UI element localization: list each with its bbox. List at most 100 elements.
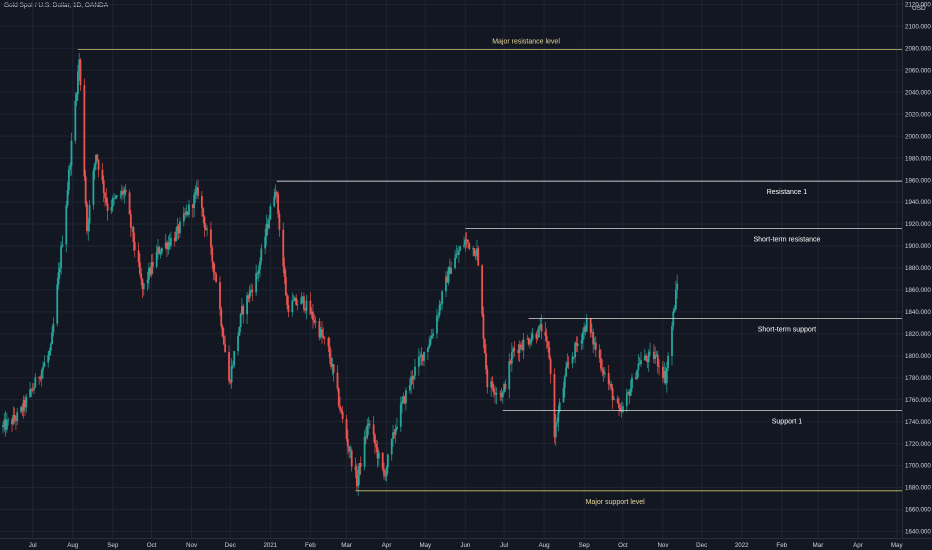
time-tick-label: Dec	[225, 542, 236, 549]
candle-body	[133, 242, 136, 251]
candle-body	[233, 351, 236, 366]
candle-body	[665, 368, 668, 384]
candle	[215, 272, 217, 283]
candle	[140, 267, 143, 286]
candle-body	[179, 221, 181, 234]
level-label: Major support level	[586, 499, 646, 506]
candle	[283, 257, 286, 285]
candle-body	[215, 273, 217, 283]
candle	[202, 207, 205, 224]
time-axis[interactable]: Jul Aug Sep Oct Nov Dec 2021 Feb Mar Apr May Jun Jul…	[29, 542, 904, 549]
candle-body	[86, 203, 88, 232]
candle-body	[24, 399, 26, 408]
candle	[286, 292, 289, 310]
candle-body	[176, 225, 179, 232]
candle-body	[482, 314, 485, 339]
time-tick-label: Sep	[107, 542, 119, 549]
candle-body	[60, 246, 63, 268]
candle	[149, 266, 152, 277]
candle-body	[601, 368, 604, 371]
candle	[282, 222, 285, 273]
candle	[102, 175, 105, 203]
candle	[151, 253, 154, 275]
candle	[168, 234, 171, 251]
candle-body	[583, 326, 586, 333]
candle	[441, 289, 444, 311]
candle	[629, 379, 632, 397]
candle	[248, 285, 251, 303]
candle-body	[337, 388, 340, 406]
candle	[137, 242, 140, 267]
candle-body	[264, 236, 267, 249]
candle-body	[410, 376, 413, 385]
candle-body	[634, 377, 637, 379]
candle	[30, 388, 33, 397]
candle	[65, 200, 68, 253]
price-tick-label: 1920.000	[905, 221, 931, 228]
candle-body	[348, 446, 351, 452]
candle	[420, 347, 423, 366]
price-tick-label: 1840.000	[905, 309, 931, 316]
candle-body	[622, 406, 624, 412]
candle-body	[123, 189, 126, 195]
candle-body	[385, 467, 388, 477]
candle	[204, 223, 207, 231]
candle	[221, 324, 224, 338]
candle-body	[257, 269, 260, 274]
candle-body	[554, 423, 557, 438]
candle-body	[636, 370, 639, 379]
candle-body	[301, 296, 304, 298]
candle	[563, 374, 566, 398]
candle-body	[513, 348, 516, 350]
candle-body	[565, 367, 567, 377]
candle-body	[491, 381, 494, 389]
candle-body	[303, 296, 305, 310]
candle	[75, 91, 78, 107]
candle-body	[473, 248, 476, 256]
candle	[419, 351, 422, 366]
candle-body	[401, 401, 403, 404]
candle-body	[25, 396, 28, 408]
candle	[486, 365, 489, 394]
candle	[86, 201, 88, 235]
candle	[224, 335, 227, 353]
candle-body	[321, 329, 323, 336]
candle-body	[48, 350, 51, 356]
candle-body	[305, 300, 308, 311]
candle-body	[150, 262, 153, 275]
candle	[331, 357, 334, 376]
candle-body	[429, 338, 432, 345]
candle-body	[420, 354, 423, 357]
candle-body	[146, 279, 149, 284]
candle	[295, 293, 298, 306]
chart-symbol-title: Gold Spot / U.S. Dollar, 1D, OANDA	[4, 2, 109, 9]
candle-body	[467, 239, 469, 243]
price-tick-label: 2080.000	[905, 46, 931, 53]
candle	[52, 317, 55, 337]
candle-body	[412, 375, 415, 380]
candle-body	[74, 100, 77, 141]
candle-body	[672, 311, 675, 327]
candle-body	[51, 332, 53, 345]
candle-body	[164, 242, 167, 248]
candle-body	[77, 71, 79, 95]
candle	[589, 318, 592, 338]
candle-body	[283, 266, 286, 277]
candle	[268, 215, 270, 230]
candle-body	[405, 390, 407, 404]
candle-body	[446, 276, 449, 283]
candle-body	[603, 373, 606, 375]
candle	[654, 346, 657, 365]
candle-body	[411, 376, 414, 380]
candle	[60, 241, 63, 275]
candle-body	[238, 327, 241, 336]
candle	[327, 336, 330, 353]
candle	[79, 58, 82, 91]
candle	[95, 154, 97, 170]
candle-body	[160, 247, 163, 253]
candle	[616, 395, 619, 404]
price-axis[interactable]: 2120.000 2100.000 2080.000 2060.000 2040.000…	[905, 2, 931, 536]
time-tick-label: Apr	[382, 542, 392, 549]
candle	[545, 328, 548, 349]
